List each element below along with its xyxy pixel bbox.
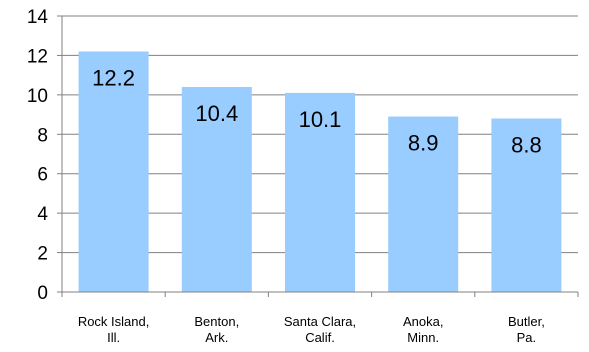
- y-tick-label: 0: [37, 283, 48, 304]
- bar: [78, 51, 149, 292]
- bar-value-label: 12.2: [92, 65, 135, 90]
- bar-value-label: 8.9: [408, 131, 439, 156]
- bar-value-label: 8.8: [511, 133, 542, 158]
- y-tick-label: 14: [27, 7, 49, 28]
- x-category-label: Calif.: [305, 330, 335, 345]
- y-tick-label: 10: [27, 86, 48, 107]
- axes: [57, 15, 579, 297]
- x-category-label: Santa Clara,: [284, 314, 356, 329]
- bars: [78, 51, 562, 293]
- x-category-label: Ill.: [107, 330, 120, 345]
- x-category-label: Minn.: [407, 330, 439, 345]
- x-category-label: Butler,: [508, 314, 545, 329]
- bar: [285, 92, 355, 292]
- bar: [181, 86, 252, 292]
- x-category-label: Anoka,: [403, 314, 443, 329]
- labels: 0 2 4 6 8 10 12 14 12.2 Rock Island,Ill. 10.4 Bento…: [27, 7, 545, 345]
- y-tick-label: 12: [27, 46, 48, 67]
- bar: [491, 118, 562, 292]
- bar-value-label: 10.1: [299, 107, 342, 132]
- x-category-label: Benton,: [194, 314, 239, 329]
- x-category-label: Pa.: [517, 330, 537, 345]
- y-tick-label: 8: [37, 125, 48, 146]
- y-tick-label: 2: [37, 244, 48, 265]
- x-category-label: Ark.: [205, 330, 228, 345]
- y-tick-label: 6: [37, 165, 48, 186]
- x-category-label: Rock Island,: [78, 314, 150, 329]
- bar-value-label: 10.4: [195, 101, 238, 126]
- y-tick-label: 4: [37, 204, 48, 225]
- bar: [388, 116, 459, 293]
